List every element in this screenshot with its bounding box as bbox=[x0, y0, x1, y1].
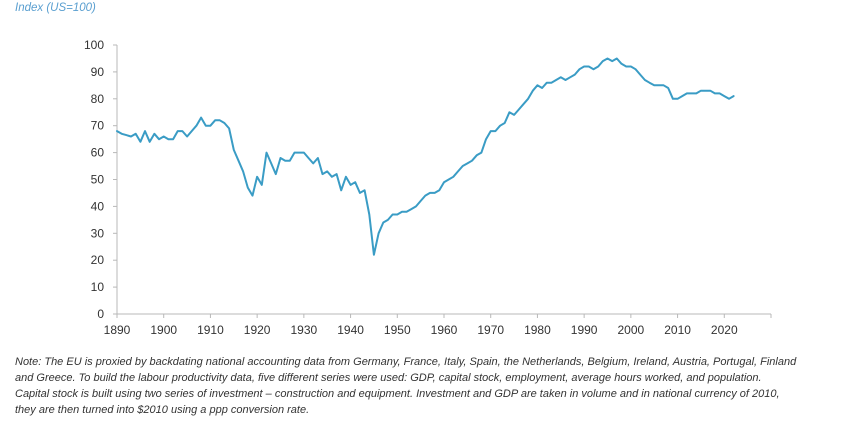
y-tick-label: 40 bbox=[91, 199, 105, 213]
footnote-line-1: Note: The EU is proxied by backdating na… bbox=[15, 356, 797, 368]
x-tick-label: 1910 bbox=[197, 323, 224, 337]
y-axis-label: Index (US=100) bbox=[15, 2, 96, 14]
x-tick-label: 2000 bbox=[618, 323, 645, 337]
x-tick-label: 1930 bbox=[291, 323, 318, 337]
x-tick-label: 1890 bbox=[104, 323, 131, 337]
y-tick-label: 0 bbox=[97, 307, 104, 321]
y-tick-label: 50 bbox=[91, 173, 105, 187]
y-tick-label: 20 bbox=[91, 253, 105, 267]
x-tick-label: 1940 bbox=[337, 323, 364, 337]
y-axis: 0 10 20 30 40 50 60 70 80 90 100 bbox=[84, 38, 118, 321]
footnote-line-2: and Greece. To build the labour producti… bbox=[15, 372, 762, 384]
y-tick-label: 70 bbox=[91, 119, 105, 133]
y-tick-label: 80 bbox=[91, 92, 105, 106]
footnote-line-3: Capital stock is built using two series … bbox=[15, 388, 780, 400]
y-tick-label: 30 bbox=[91, 226, 105, 240]
series-line bbox=[116, 57, 735, 256]
x-tick-label: 1990 bbox=[571, 323, 598, 337]
y-tick-label: 90 bbox=[91, 65, 105, 79]
x-tick-label: 1950 bbox=[384, 323, 411, 337]
series-group bbox=[116, 57, 735, 256]
y-tick-label: 10 bbox=[91, 280, 105, 294]
x-tick-label: 1970 bbox=[477, 323, 504, 337]
footnote: Note: The EU is proxied by backdating na… bbox=[15, 354, 850, 418]
x-axis: 1890 1900 1910 1920 1930 1940 1950 1960 1970 1980… bbox=[104, 313, 772, 337]
x-tick-label: 1900 bbox=[150, 323, 177, 337]
y-tick-label: 60 bbox=[91, 146, 105, 160]
x-tick-label: 1960 bbox=[431, 323, 458, 337]
x-tick-label: 2010 bbox=[664, 323, 691, 337]
x-tick-label: 1980 bbox=[524, 323, 551, 337]
y-tick-label: 100 bbox=[84, 38, 104, 52]
footnote-line-4: they are then turned into $2010 using a … bbox=[15, 404, 310, 416]
x-tick-label: 1920 bbox=[244, 323, 271, 337]
x-tick-label: 2020 bbox=[711, 323, 738, 337]
